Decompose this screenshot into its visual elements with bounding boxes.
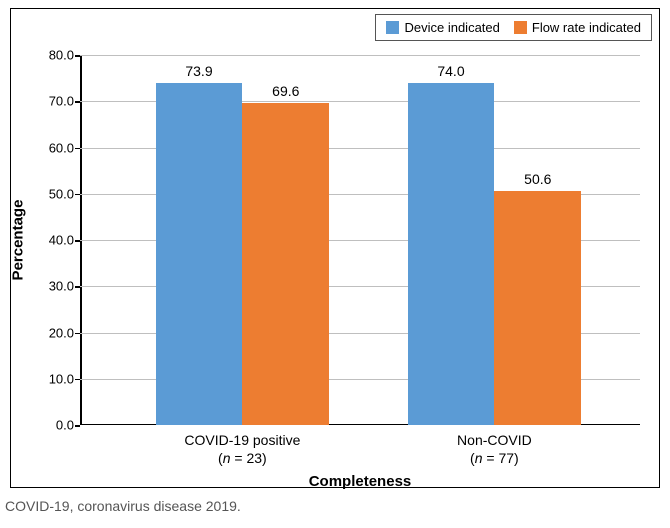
legend: Device indicated Flow rate indicated (375, 14, 652, 41)
y-tick-mark (75, 286, 80, 288)
y-tick-label: 80.0 (29, 48, 74, 63)
bar: 74.0 (408, 83, 495, 425)
x-category-line2: (n = 77) (394, 449, 594, 467)
legend-label: Device indicated (404, 20, 499, 35)
y-tick-label: 30.0 (29, 279, 74, 294)
y-tick-mark (75, 101, 80, 103)
y-tick-mark (75, 148, 80, 150)
y-tick-mark (75, 425, 80, 427)
x-category-line1: Non-COVID (394, 431, 594, 449)
plot-area: Completeness 0.010.020.030.040.050.060.0… (80, 55, 640, 425)
bar: 73.9 (156, 83, 243, 425)
y-tick-label: 0.0 (29, 418, 74, 433)
y-tick-mark (75, 333, 80, 335)
y-tick-label: 20.0 (29, 325, 74, 340)
x-axis-label: Completeness (80, 473, 640, 490)
bar-value-label: 73.9 (156, 63, 243, 79)
x-category-line2: (n = 23) (142, 449, 342, 467)
x-category-line1: COVID-19 positive (142, 431, 342, 449)
y-tick-label: 10.0 (29, 371, 74, 386)
legend-swatch (386, 21, 399, 34)
footnote: COVID-19, coronavirus disease 2019. (5, 498, 241, 514)
y-axis-label: Percentage (10, 200, 27, 281)
legend-item: Device indicated (386, 20, 499, 35)
y-tick-mark (75, 55, 80, 57)
y-tick-label: 60.0 (29, 140, 74, 155)
y-tick-label: 50.0 (29, 186, 74, 201)
x-category-label: COVID-19 positive(n = 23) (142, 431, 342, 467)
bar-value-label: 50.6 (494, 171, 581, 187)
legend-label: Flow rate indicated (532, 20, 641, 35)
bar: 50.6 (494, 191, 581, 425)
chart-container: Device indicated Flow rate indicated Comp… (0, 0, 670, 528)
legend-item: Flow rate indicated (514, 20, 641, 35)
bar-value-label: 74.0 (408, 63, 495, 79)
y-tick-mark (75, 379, 80, 381)
x-category-label: Non-COVID(n = 77) (394, 431, 594, 467)
y-tick-label: 40.0 (29, 233, 74, 248)
y-tick-mark (75, 194, 80, 196)
grid-line (80, 55, 640, 56)
y-tick-label: 70.0 (29, 94, 74, 109)
y-tick-mark (75, 240, 80, 242)
bar-value-label: 69.6 (242, 83, 329, 99)
bar: 69.6 (242, 103, 329, 425)
legend-swatch (514, 21, 527, 34)
